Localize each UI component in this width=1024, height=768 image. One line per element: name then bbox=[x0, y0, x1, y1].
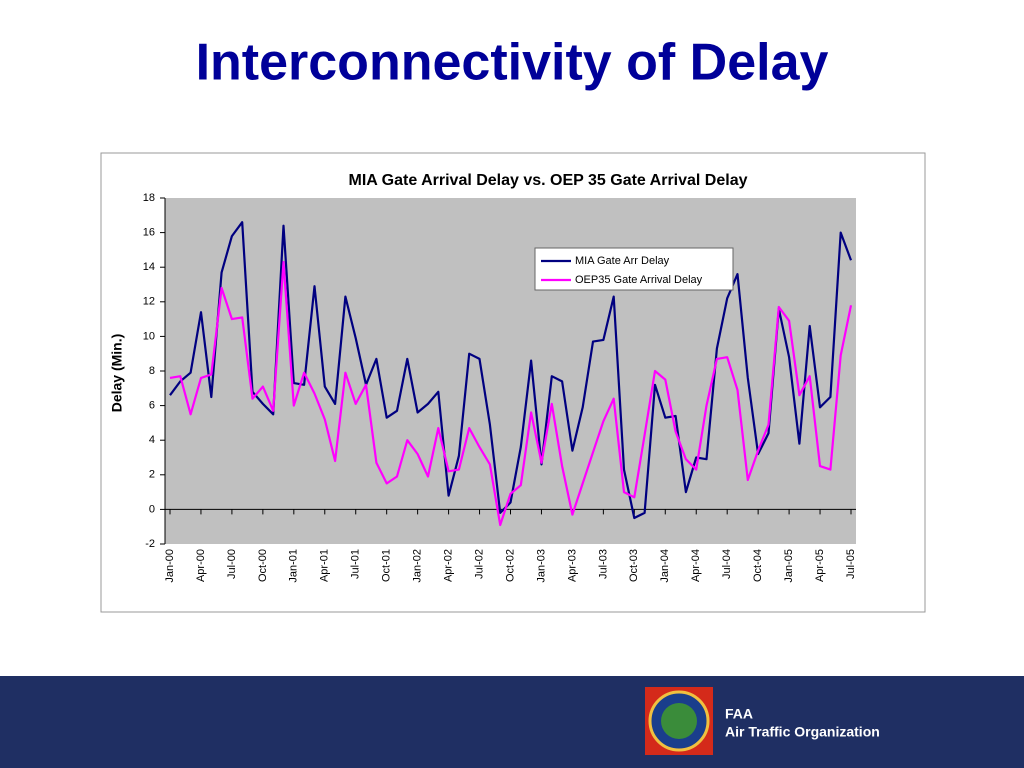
x-tick-label: Oct-01 bbox=[381, 549, 393, 582]
chart-layer: -2 0 2 4 6 8 10 12 14 16 18 Jan-00 Apr-00 Jul-00 Oct-0… bbox=[143, 192, 857, 583]
x-tick-label: Jan-02 bbox=[412, 549, 424, 583]
x-tick-label: Jul-03 bbox=[597, 549, 609, 579]
y-tick-label: 18 bbox=[143, 192, 155, 204]
x-tick-label: Apr-05 bbox=[814, 549, 826, 582]
legend bbox=[534, 247, 734, 291]
y-tick-label: 0 bbox=[149, 503, 155, 515]
logo-globe bbox=[661, 703, 697, 739]
x-tick-label: Oct-04 bbox=[752, 549, 764, 582]
plot-area bbox=[165, 198, 856, 544]
x-tick-label: Apr-04 bbox=[690, 549, 702, 582]
legend-label: OEP35 Gate Arrival Delay bbox=[575, 274, 703, 286]
chart-title: MIA Gate Arrival Delay vs. OEP 35 Gate A… bbox=[348, 172, 747, 189]
x-tick-label: Jan-03 bbox=[535, 549, 547, 583]
y-tick-label: 10 bbox=[143, 330, 155, 342]
y-tick-label: 12 bbox=[143, 296, 155, 308]
x-tick-label: Jan-00 bbox=[164, 549, 176, 583]
series-line bbox=[169, 221, 853, 520]
x-tick-label: Jul-01 bbox=[350, 549, 362, 579]
x-tick-label: Jul-05 bbox=[845, 549, 857, 579]
y-tick-label: 16 bbox=[143, 227, 155, 239]
x-tick-label: Apr-03 bbox=[566, 549, 578, 582]
y-tick-label: -2 bbox=[145, 538, 155, 550]
x-tick-label: Apr-01 bbox=[319, 549, 331, 582]
x-tick-label: Apr-00 bbox=[195, 549, 207, 582]
y-tick-label: 8 bbox=[149, 365, 155, 377]
x-tick-label: Oct-00 bbox=[257, 549, 269, 582]
x-tick-label: Jul-04 bbox=[721, 549, 733, 579]
y-tick-label: 2 bbox=[149, 469, 155, 481]
y-tick-label: 6 bbox=[149, 400, 155, 412]
x-tick-label: Apr-02 bbox=[442, 549, 454, 582]
footer-band bbox=[0, 676, 1024, 768]
y-tick-label: 4 bbox=[149, 434, 155, 446]
y-tick-label: 14 bbox=[143, 261, 155, 273]
x-tick-label: Jan-01 bbox=[288, 549, 300, 583]
slide-title: Interconnectivity of Delay bbox=[196, 34, 829, 92]
y-axis-label: Delay (Min.) bbox=[109, 334, 125, 413]
x-tick-label: Jan-05 bbox=[783, 549, 795, 583]
footer-line1: FAA bbox=[725, 706, 753, 722]
x-tick-label: Oct-03 bbox=[628, 549, 640, 582]
x-tick-label: Oct-02 bbox=[504, 549, 516, 582]
footer-line2: Air Traffic Organization bbox=[725, 724, 880, 740]
x-tick-label: Jul-00 bbox=[226, 549, 238, 579]
legend-label: MIA Gate Arr Delay bbox=[575, 255, 670, 267]
x-tick-label: Jul-02 bbox=[473, 549, 485, 579]
x-tick-label: Jan-04 bbox=[659, 549, 671, 583]
series-line bbox=[169, 260, 853, 527]
